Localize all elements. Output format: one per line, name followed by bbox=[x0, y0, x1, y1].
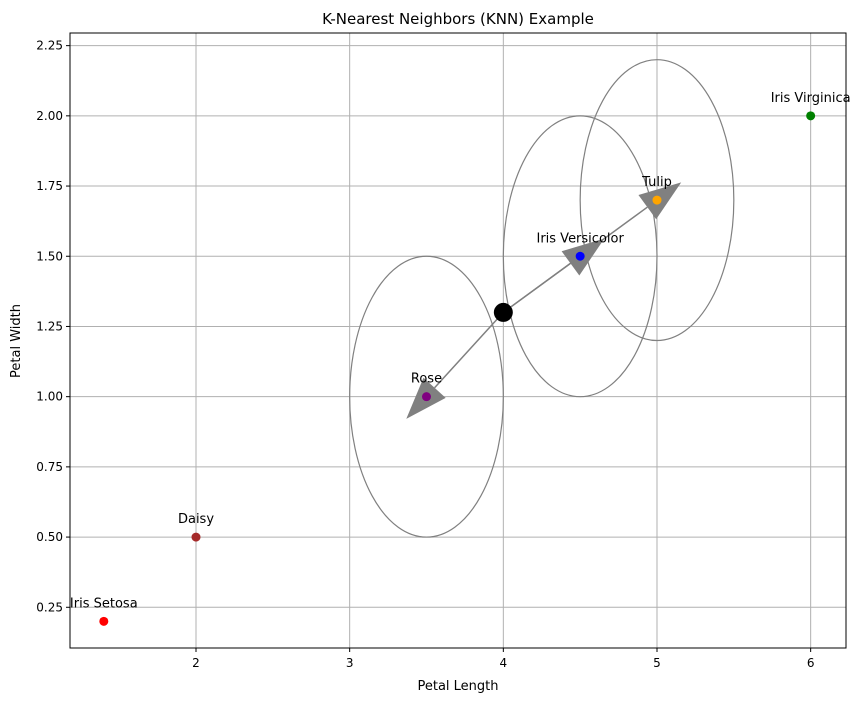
neighbor-arrow-shaft bbox=[434, 311, 504, 389]
data-point bbox=[99, 616, 109, 626]
y-tick-label: 0.75 bbox=[36, 460, 63, 474]
x-axis-label: Petal Length bbox=[417, 679, 498, 694]
neighbor-radius-circle bbox=[579, 59, 735, 342]
point-label: Iris Setosa bbox=[70, 596, 138, 611]
neighbor-circles bbox=[349, 59, 735, 538]
y-tick-label: 1.25 bbox=[36, 319, 63, 333]
data-point bbox=[575, 251, 585, 261]
ticks: 2 3 4 5 6 0.25 0.50 0.75 1.00 1.25 1.50 1.75 2.00 2.2… bbox=[36, 39, 814, 670]
y-tick-label: 1.75 bbox=[36, 179, 63, 193]
x-tick-label: 4 bbox=[500, 656, 508, 670]
point-labels: Iris Setosa Iris Versicolor Iris Virginica… bbox=[70, 91, 851, 611]
point-label: Daisy bbox=[178, 512, 214, 527]
point-label: Rose bbox=[411, 372, 442, 387]
y-tick-label: 2.25 bbox=[36, 39, 63, 53]
neighbor-arrows bbox=[406, 182, 682, 419]
neighbor-radius-circle bbox=[502, 115, 658, 398]
data-point bbox=[806, 111, 816, 121]
query-point bbox=[493, 302, 513, 322]
chart-title: K-Nearest Neighbors (KNN) Example bbox=[322, 10, 594, 28]
point-label: Iris Versicolor bbox=[536, 231, 624, 246]
x-tick-label: 3 bbox=[346, 656, 354, 670]
point-label: Tulip bbox=[641, 175, 672, 190]
point-label: Iris Virginica bbox=[771, 91, 851, 106]
data-point bbox=[652, 195, 662, 205]
plot-frame bbox=[69, 32, 847, 649]
grid bbox=[70, 33, 846, 648]
y-tick-label: 1.00 bbox=[36, 390, 63, 404]
y-axis-label: Petal Width bbox=[9, 304, 24, 378]
neighbor-radius-circle bbox=[349, 255, 504, 538]
y-tick-label: 2.00 bbox=[36, 109, 63, 123]
y-tick-label: 1.50 bbox=[36, 249, 63, 263]
y-tick-label: 0.50 bbox=[36, 530, 63, 544]
data-point bbox=[191, 532, 201, 542]
x-tick-label: 2 bbox=[192, 656, 200, 670]
x-tick-label: 5 bbox=[653, 656, 661, 670]
query-point-group bbox=[493, 302, 513, 322]
y-tick-label: 0.25 bbox=[36, 600, 63, 614]
data-point bbox=[421, 392, 431, 402]
neighbor-arrow-shaft bbox=[502, 206, 648, 314]
x-tick-label: 6 bbox=[807, 656, 815, 670]
data-points bbox=[99, 111, 816, 626]
